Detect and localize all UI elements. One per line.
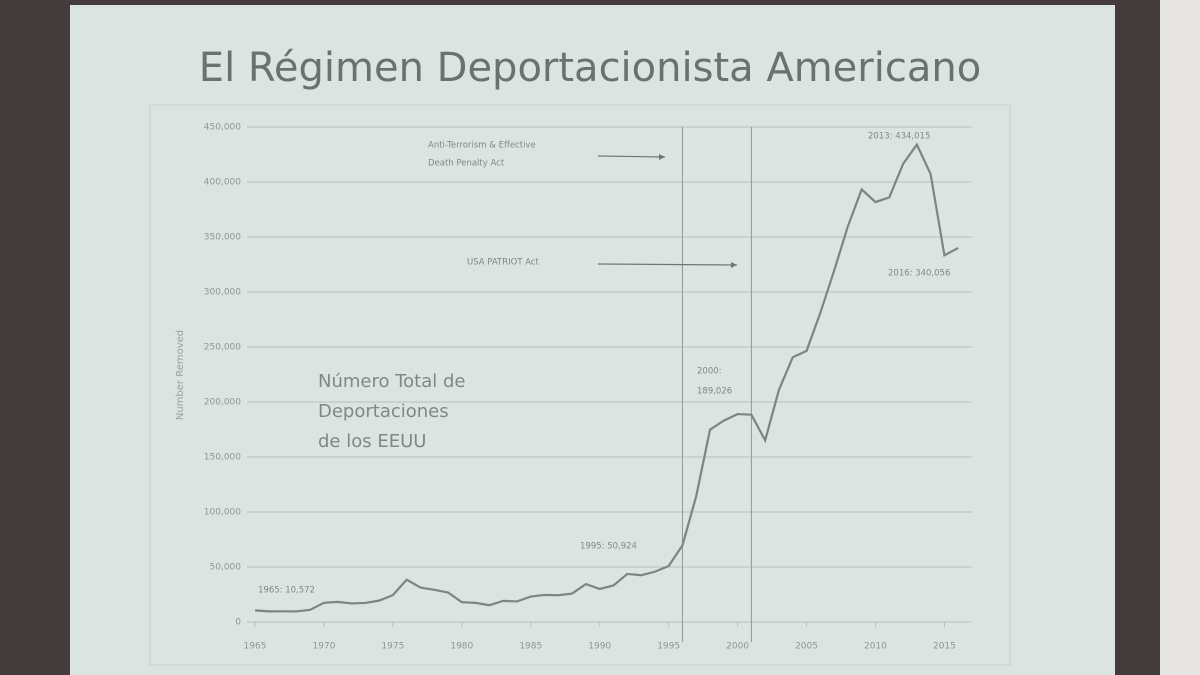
y-tick-label: 450,000 xyxy=(204,123,241,133)
x-tick-label: 1990 xyxy=(588,642,611,652)
annotation: 2000: xyxy=(697,367,722,377)
annotation: 1995: 50,924 xyxy=(580,542,637,552)
x-tick-label: 1975 xyxy=(381,642,404,652)
x-tick-label: 2005 xyxy=(795,642,818,652)
chart-title: El Régimen Deportacionista Americano xyxy=(199,45,981,91)
annotation: 2013: 434,015 xyxy=(868,132,930,142)
text-box-line: de los EEUU xyxy=(318,431,426,452)
x-tick-label: 1980 xyxy=(450,642,473,652)
x-tick-label: 2000 xyxy=(726,642,749,652)
x-tick-label: 1965 xyxy=(244,642,267,652)
arrow-head xyxy=(731,262,737,268)
text-box-line: Número Total de xyxy=(318,371,465,392)
annotation: 189,026 xyxy=(697,387,732,397)
x-tick-label: 2010 xyxy=(864,642,887,652)
slide xyxy=(70,5,1115,675)
x-tick-label: 1970 xyxy=(312,642,335,652)
y-tick-label: 350,000 xyxy=(204,233,241,243)
y-tick-label: 150,000 xyxy=(204,453,241,463)
arrow xyxy=(597,263,738,266)
annotation: 2016: 340,056 xyxy=(888,269,950,279)
y-axis-label: Number Removed xyxy=(175,330,186,420)
y-tick-label: 300,000 xyxy=(204,288,241,298)
data-line xyxy=(254,142,959,613)
annotation: Anti-Terrorism & Effective xyxy=(428,141,536,151)
y-tick-label: 100,000 xyxy=(204,508,241,518)
y-tick-label: 200,000 xyxy=(204,398,241,408)
wall xyxy=(1160,0,1200,675)
annotation: USA PATRIOT Act xyxy=(467,258,540,268)
y-tick-label: 0 xyxy=(235,618,241,628)
text-box-line: Deportaciones xyxy=(318,401,449,422)
arrow xyxy=(597,155,666,158)
y-tick-label: 50,000 xyxy=(210,563,242,573)
arrow-head xyxy=(659,154,665,160)
annotation: Death Penalty Act xyxy=(428,159,505,169)
y-tick-label: 250,000 xyxy=(204,343,241,353)
x-tick-label: 2015 xyxy=(933,642,956,652)
y-tick-label: 400,000 xyxy=(204,178,241,188)
x-tick-label: 1985 xyxy=(519,642,542,652)
annotation: 1965: 10,572 xyxy=(258,586,315,596)
plot-frame xyxy=(149,104,1011,666)
x-tick-label: 1995 xyxy=(657,642,680,652)
